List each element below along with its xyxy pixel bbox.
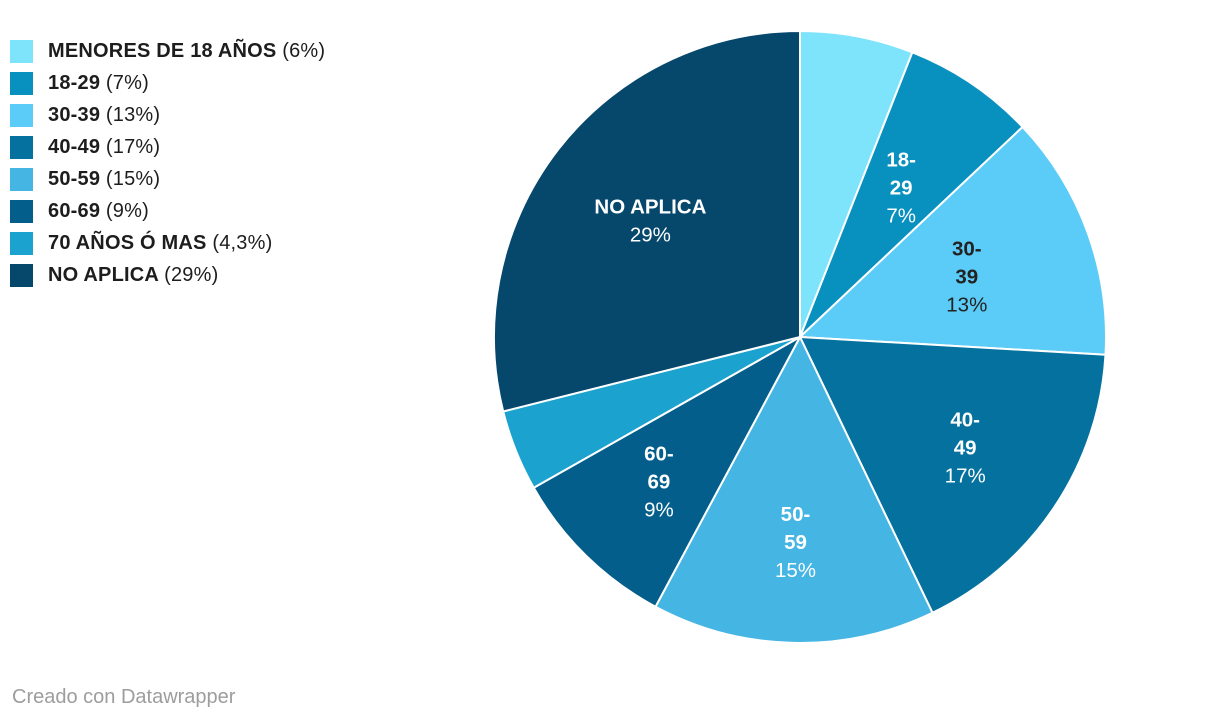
pie-slice[interactable] [799,336,1107,614]
slice-pct-label: 9% [644,499,674,522]
pie-slice[interactable] [799,51,1024,338]
legend-item-label: 60-69 (9%) [48,200,149,222]
legend-item-label: 40-49 (17%) [48,136,161,158]
slice-label: 69 [647,471,670,494]
legend-item-value: (17%) [105,136,161,158]
slice-label: 30- [952,237,982,260]
legend-item-label: 18-29 (7%) [48,72,149,94]
slice-pct-label: 7% [886,205,916,228]
legend-item: 50-59 (15%) [10,168,325,191]
slice-label: 40- [950,409,980,432]
slice-pct-label: 13% [946,293,987,316]
slice-label: 49 [954,437,977,460]
legend-item-label: NO APLICA (29%) [48,264,219,286]
pie-slice[interactable] [532,336,801,608]
legend-item: 40-49 (17%) [10,136,325,159]
slice-pct-label: 17% [945,465,986,488]
pie-chart: 18- 29 7% 30- 39 13% 40- 49 17% 50- 59 15% 60- 69 9% NO… [493,30,1107,644]
legend-swatch [10,104,33,127]
slice-label: 39 [955,265,978,288]
legend-item: NO APLICA (29%) [10,264,325,287]
legend-swatch [10,136,33,159]
legend-swatch [10,168,33,191]
pie-slice[interactable] [654,336,934,644]
legend-item-label: 50-59 (15%) [48,168,161,190]
legend-item-label: 30-39 (13%) [48,104,161,126]
legend-item-value: (4,3%) [212,232,273,254]
attribution-link[interactable]: Creado con Datawrapper [12,686,236,708]
slice-label: 50- [781,503,811,526]
legend-item: 60-69 (9%) [10,200,325,223]
legend-swatch [10,232,33,255]
slice-label: NO APLICA [594,195,706,218]
legend-swatch [10,72,33,95]
slice-pct-label: 15% [775,559,816,582]
pie-slice[interactable] [799,125,1107,356]
pie-slice[interactable] [493,30,801,413]
legend-swatch [10,200,33,223]
legend-item-value: (7%) [105,72,149,94]
legend-item: 70 AÑOS Ó MAS (4,3%) [10,232,325,255]
legend-item-value: (6%) [282,40,326,62]
slice-label: 18- [886,149,916,172]
slice-label: 60- [644,443,674,466]
legend-item: MENORES DE 18 AÑOS (6%) [10,40,325,63]
legend-item-label: MENORES DE 18 AÑOS (6%) [48,40,326,62]
legend-item-value: (9%) [105,200,149,222]
legend-item-value: (13%) [105,104,161,126]
legend-swatch [10,40,33,63]
legend-item-value: (15%) [105,168,161,190]
legend-swatch [10,264,33,287]
legend-item-label: 70 AÑOS Ó MAS (4,3%) [48,232,273,254]
legend-item-value: (29%) [164,264,219,286]
slice-label: 59 [784,531,807,554]
slice-pct-label: 29% [630,223,671,246]
legend-item: 30-39 (13%) [10,104,325,127]
legend-item: 18-29 (7%) [10,72,325,95]
slice-label: 29 [890,177,913,200]
pie-legend: MENORES DE 18 AÑOS (6%) 18-29 (7%) 30-39 (… [10,40,325,287]
